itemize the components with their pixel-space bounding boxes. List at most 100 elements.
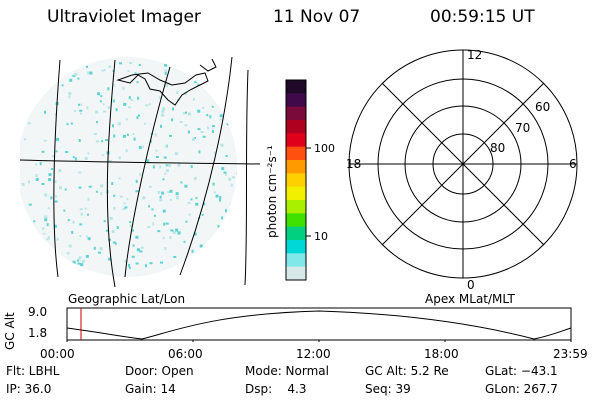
emission-pixel xyxy=(78,186,82,189)
emission-pixel xyxy=(213,151,216,154)
longitude-line xyxy=(106,59,116,288)
colorbar-band xyxy=(286,146,306,161)
polar-caption: Apex MLat/MLT xyxy=(425,292,515,306)
emission-pixel xyxy=(35,174,38,177)
emission-pixel xyxy=(177,163,181,167)
emission-pixel xyxy=(148,205,150,208)
emission-pixel xyxy=(113,206,116,210)
status-gc-alt: GC Alt: 5.2 Re xyxy=(365,364,449,378)
emission-pixel xyxy=(24,138,27,141)
emission-pixel xyxy=(231,176,235,179)
emission-pixel xyxy=(219,196,222,199)
emission-pixel xyxy=(158,96,162,99)
emission-pixel xyxy=(162,209,166,213)
colorbar-band xyxy=(286,240,306,254)
emission-pixel xyxy=(223,171,227,174)
emission-pixel xyxy=(48,173,52,177)
emission-pixel xyxy=(79,223,83,226)
emission-pixel xyxy=(107,106,110,110)
emission-pixel xyxy=(225,173,227,176)
emission-pixel xyxy=(172,230,176,234)
colorbar-band xyxy=(286,200,306,214)
emission-pixel xyxy=(129,224,133,227)
altitude-xtick: 12:00 xyxy=(296,347,331,361)
emission-pixel xyxy=(198,150,201,154)
emission-pixel xyxy=(93,246,96,250)
emission-pixel xyxy=(169,189,173,193)
emission-pixel xyxy=(184,184,188,188)
emission-pixel xyxy=(142,196,146,200)
emission-pixel xyxy=(79,112,82,115)
emission-pixel xyxy=(65,151,69,153)
emission-pixel xyxy=(44,193,48,197)
emission-pixel xyxy=(78,103,80,106)
emission-pixel xyxy=(48,178,52,182)
emission-pixel xyxy=(140,246,144,249)
colorbar-band xyxy=(286,93,306,108)
colorbar-tick-label: 10 xyxy=(314,230,328,243)
emission-pixel xyxy=(128,263,130,267)
mlt-label-0: 0 xyxy=(467,278,475,292)
emission-pixel xyxy=(125,118,128,121)
emission-pixel xyxy=(108,257,112,261)
emission-pixel xyxy=(160,124,162,128)
emission-pixel xyxy=(129,266,131,269)
emission-pixel xyxy=(187,112,191,116)
emission-pixel xyxy=(215,194,219,198)
emission-pixel xyxy=(100,95,103,98)
emission-pixel xyxy=(123,102,127,106)
date-label: 11 Nov 07 xyxy=(273,7,361,27)
emission-pixel xyxy=(86,106,89,110)
emission-pixel xyxy=(68,95,71,99)
emission-pixel xyxy=(161,113,165,117)
status-dsp: Dsp: 4.3 xyxy=(245,382,307,396)
altitude-plot-frame xyxy=(66,307,572,341)
emission-pixel xyxy=(118,177,121,180)
colorbar-band xyxy=(286,186,306,201)
emission-pixel xyxy=(119,195,123,198)
emission-pixel xyxy=(159,195,162,199)
emission-pixel xyxy=(225,155,228,157)
emission-pixel xyxy=(55,195,57,198)
emission-pixel xyxy=(185,111,187,114)
emission-pixel xyxy=(157,191,160,194)
time-label: 00:59:15 UT xyxy=(430,7,535,27)
emission-pixel xyxy=(221,167,225,171)
emission-pixel xyxy=(132,229,134,232)
emission-pixel xyxy=(165,164,168,167)
emission-pixel xyxy=(123,202,126,205)
emission-pixel xyxy=(219,114,223,118)
emission-pixel xyxy=(33,220,36,223)
emission-pixel xyxy=(199,244,203,248)
emission-pixel xyxy=(197,83,200,86)
emission-pixel xyxy=(119,62,122,65)
emission-pixel xyxy=(212,182,215,186)
emission-pixel xyxy=(44,215,48,219)
altitude-plot xyxy=(66,307,572,342)
emission-pixel xyxy=(164,172,167,175)
latitude-line xyxy=(20,159,260,165)
emission-pixel xyxy=(102,103,105,106)
emission-pixel xyxy=(175,152,178,156)
emission-pixel xyxy=(165,169,169,173)
emission-pixel xyxy=(50,196,53,200)
emission-pixel xyxy=(202,135,206,138)
altitude-ylabel: GC Alt xyxy=(3,312,17,350)
emission-pixel xyxy=(53,224,57,228)
emission-pixel xyxy=(162,178,165,181)
emission-pixel xyxy=(99,247,103,251)
emission-pixel xyxy=(39,162,42,166)
emission-pixel xyxy=(177,231,181,235)
emission-pixel xyxy=(58,169,62,173)
status-seq: Seq: 39 xyxy=(365,382,411,396)
emission-pixel xyxy=(55,150,58,153)
emission-pixel xyxy=(162,236,165,239)
emission-pixel xyxy=(139,172,142,176)
emission-pixel xyxy=(125,149,128,153)
emission-pixel xyxy=(67,219,70,222)
emission-pixel xyxy=(53,180,57,183)
emission-pixel xyxy=(64,188,67,191)
emission-pixel xyxy=(132,244,135,247)
emission-pixel xyxy=(167,164,171,167)
emission-pixel xyxy=(157,230,161,233)
